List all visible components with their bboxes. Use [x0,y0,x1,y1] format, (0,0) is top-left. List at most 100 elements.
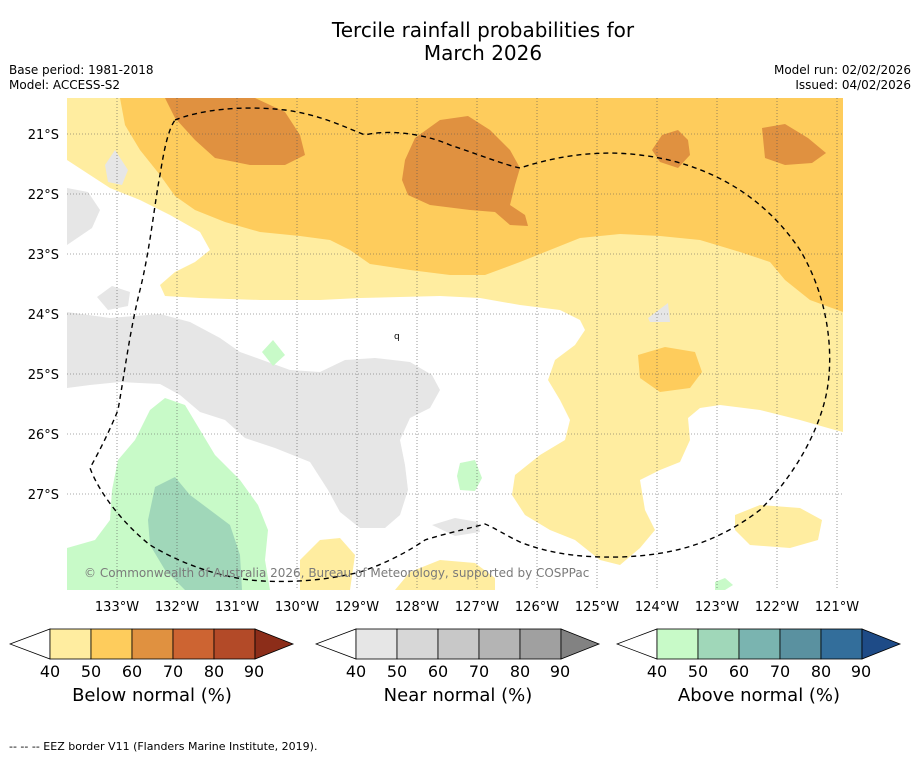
below-normal-40-region [395,560,495,590]
legend-above-normal: 40 50 60 70 80 90 Above normal (%) [616,628,902,706]
colorbar-segment [779,628,822,660]
colorbar-segment [213,628,256,660]
map-title: Tercile rainfall probabilities for March… [0,19,919,65]
colorbar-over-arrow [861,628,902,660]
legend-title: Below normal (%) [72,685,232,706]
rainfall-map: q © Commonwealth of Australia 2026, Bure… [28,98,859,615]
near-normal-40-region [105,150,128,185]
tick-label: 90 [549,662,571,681]
latitude-labels: 21°S 22°S 23°S 24°S 25°S 26°S 27°S [28,128,59,503]
longitude-label: 121°W [815,600,859,615]
tick-label: 80 [203,662,225,681]
near-normal-40-region [67,188,100,245]
below-normal-40-region [735,505,822,548]
tick-label: 70 [468,662,490,681]
near-normal-40-region [67,312,440,528]
tick-label: 50 [80,662,102,681]
longitude-label: 132°W [155,600,199,615]
below-normal-60-region [402,116,528,226]
model-run: Model run: 02/02/2026 [773,63,911,77]
tick-label: 60 [121,662,143,681]
colorbar-segment [820,628,863,660]
tick-label: 50 [386,662,408,681]
near-normal-40-region [648,303,670,322]
colorbar-under-arrow [315,628,357,660]
colorbar-ticks: 40 50 60 70 80 90 [616,660,902,681]
colorbar-segment [656,628,699,660]
tick-label: 50 [687,662,709,681]
eez-border [89,107,831,583]
above-normal-40-region [262,340,285,366]
colorbar-segment [396,628,439,660]
near-normal-40-region [432,518,480,536]
tick-label: 80 [810,662,832,681]
tick-label: 60 [427,662,449,681]
below-normal-40-region [300,538,355,590]
above-normal-40-region [457,460,482,491]
below-normal-60-region [165,98,305,165]
longitude-labels: 133°W 132°W 131°W 130°W 129°W 128°W 127°W 126°W… [95,600,859,615]
map-title-line1: Tercile rainfall probabilities for [331,18,635,42]
latitude-label: 27°S [28,488,59,503]
contour-mark: q [394,332,400,342]
colorbar-segment [738,628,781,660]
tick-label: 60 [728,662,750,681]
model-name: Model: ACCESS-S2 [9,78,121,92]
above-normal-40-region [715,578,733,590]
tick-label: 40 [39,662,61,681]
colorbar-ticks: 40 50 60 70 80 90 [315,660,601,681]
latitude-label: 21°S [28,128,59,143]
latitude-label: 25°S [28,368,59,383]
longitude-label: 129°W [335,600,379,615]
tick-label: 90 [850,662,872,681]
longitude-label: 131°W [215,600,259,615]
colorbar-segment [478,628,521,660]
colorbar-segment [355,628,398,660]
eez-footnote: -- -- -- EEZ border V11 (Flanders Marine… [9,740,318,753]
tick-label: 40 [646,662,668,681]
colorbar-over-arrow [254,628,295,660]
tick-label: 90 [243,662,265,681]
colorbar-segment [172,628,215,660]
colorbar-segment [49,628,92,660]
colorbar-ticks: 40 50 60 70 80 90 [9,660,295,681]
longitude-label: 123°W [695,600,739,615]
map-title-line2: March 2026 [423,41,543,65]
longitude-label: 124°W [635,600,679,615]
longitude-label: 130°W [275,600,319,615]
below-normal-50-region [638,347,702,392]
latitude-label: 22°S [28,188,59,203]
tick-label: 70 [769,662,791,681]
latitude-label: 24°S [28,308,59,323]
legend-below-normal: 40 50 60 70 80 90 Below normal (%) [9,628,295,706]
tick-label: 70 [162,662,184,681]
latitude-label: 23°S [28,248,59,263]
longitude-label: 122°W [755,600,799,615]
longitude-label: 125°W [575,600,619,615]
colorbar-segment [697,628,740,660]
gridlines [67,98,843,590]
above-normal-50-region [148,477,242,590]
legend-title: Above normal (%) [677,685,841,706]
legend-near-normal: 40 50 60 70 80 90 Near normal (%) [315,628,601,706]
colorbar-near-normal [315,628,601,660]
tick-label: 40 [345,662,367,681]
colorbar-under-arrow [9,628,51,660]
copyright-text: © Commonwealth of Australia 2026, Bureau… [84,566,589,580]
meta-right: Model run: 02/02/2026 Issued: 04/02/2026 [774,63,911,93]
issued-date: Issued: 04/02/2026 [795,78,911,92]
meta-left: Base period: 1981-2018 Model: ACCESS-S2 [9,63,154,93]
longitude-label: 128°W [395,600,439,615]
near-normal-40-region [97,286,130,310]
legend-title: Near normal (%) [383,685,533,706]
tick-label: 80 [509,662,531,681]
longitude-label: 126°W [515,600,559,615]
colorbar-below-normal [9,628,295,660]
colorbar-under-arrow [616,628,658,660]
colorbar-segment [131,628,174,660]
colorbar-above-normal [616,628,902,660]
probability-regions [67,98,843,590]
colorbar-over-arrow [560,628,601,660]
longitude-label: 133°W [95,600,139,615]
base-period: Base period: 1981-2018 [9,63,154,77]
